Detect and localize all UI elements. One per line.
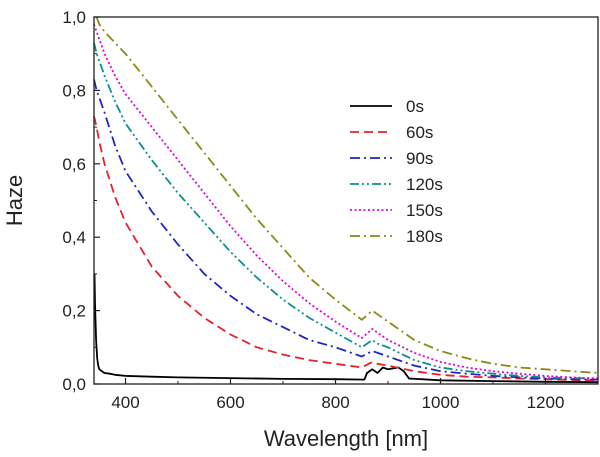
y-tick-label: 0,0 bbox=[62, 375, 86, 394]
y-tick-label: 1,0 bbox=[62, 8, 86, 27]
series-line-150s bbox=[93, 24, 599, 380]
legend-label-150s: 150s bbox=[406, 201, 443, 220]
x-tick-label: 800 bbox=[321, 393, 349, 412]
legend-label-180s: 180s bbox=[406, 227, 443, 246]
series-line-90s bbox=[93, 79, 599, 381]
x-axis-title: Wavelength [nm] bbox=[264, 426, 428, 451]
y-tick-label: 0,4 bbox=[62, 228, 86, 247]
y-tick-label: 0,8 bbox=[62, 81, 86, 100]
series-line-120s bbox=[93, 42, 599, 380]
y-tick-label: 0,2 bbox=[62, 302, 86, 321]
legend: 0s 60s 90s 120s 150s 180s bbox=[350, 97, 443, 246]
legend-label-90s: 90s bbox=[406, 149, 433, 168]
legend-label-120s: 120s bbox=[406, 175, 443, 194]
legend-label-60s: 60s bbox=[406, 123, 433, 142]
series-layer bbox=[93, 16, 599, 384]
y-tick-label: 0,6 bbox=[62, 155, 86, 174]
x-tick-label: 400 bbox=[111, 393, 139, 412]
ticks-layer: 400 600 800 1000 1200 0,0 0,2 0,4 0,6 0,8 1,0 bbox=[62, 8, 599, 412]
y-axis-title: Haze bbox=[2, 175, 27, 226]
x-tick-label: 1000 bbox=[422, 393, 460, 412]
x-tick-label: 600 bbox=[216, 393, 244, 412]
x-tick-label: 1200 bbox=[527, 393, 565, 412]
legend-label-0s: 0s bbox=[406, 97, 424, 116]
series-line-180s bbox=[95, 16, 599, 374]
series-line-0s bbox=[93, 273, 599, 384]
series-line-60s bbox=[93, 115, 599, 382]
